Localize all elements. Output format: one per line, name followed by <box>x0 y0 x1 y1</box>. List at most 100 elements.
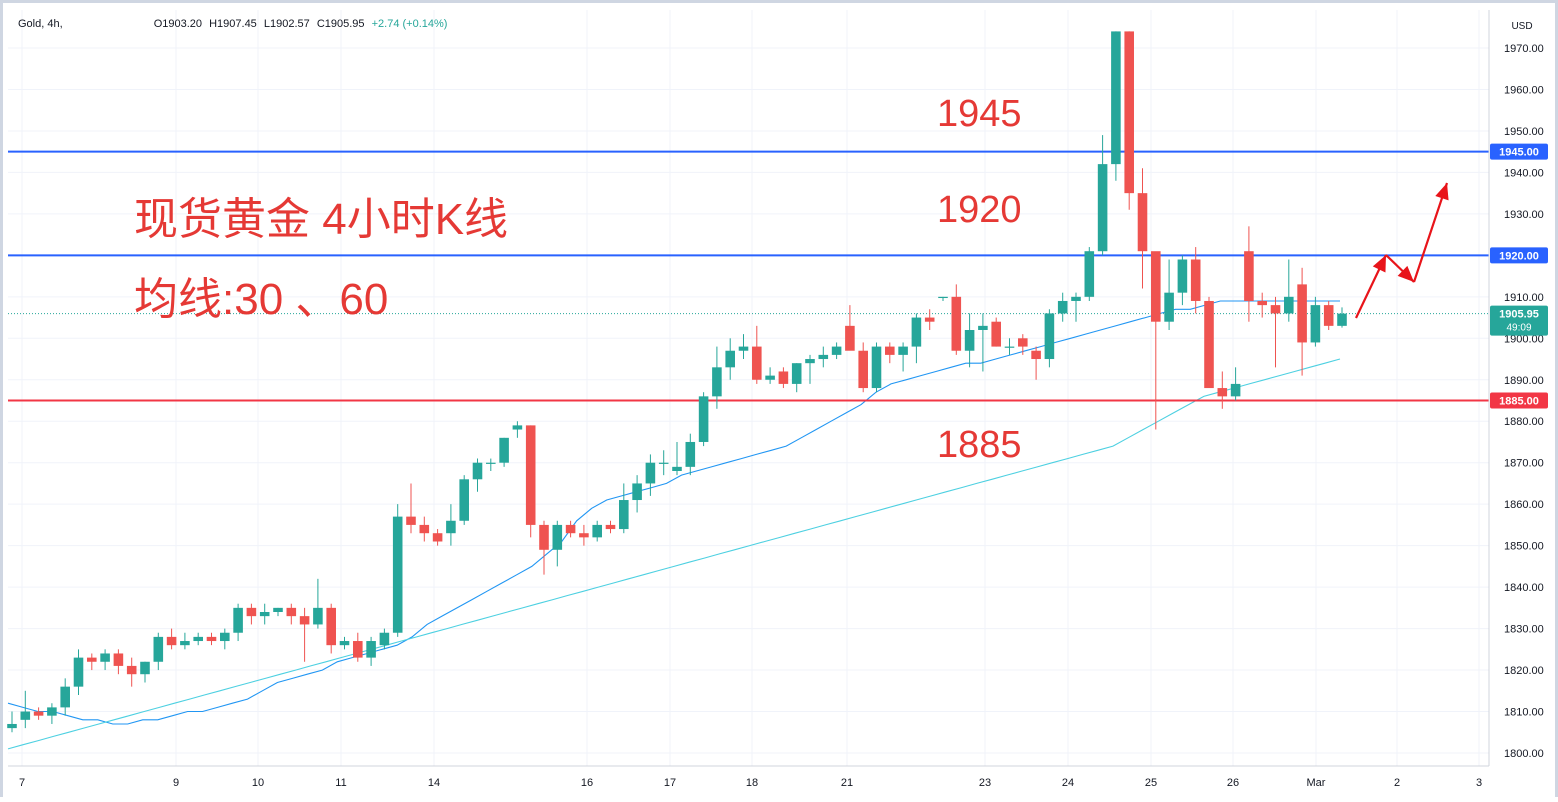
candle <box>978 313 988 372</box>
candle-body <box>1097 164 1108 252</box>
price-tick-label: 1800.00 <box>1504 748 1544 760</box>
frame-top-border <box>0 0 1558 3</box>
time-tick-label: 17 <box>664 777 676 789</box>
candle <box>991 317 1001 347</box>
level-price-tag <box>1490 392 1548 409</box>
level-price-label: 1885.00 <box>1499 396 1539 408</box>
candle-body <box>406 516 416 525</box>
candle-body <box>446 520 456 534</box>
countdown-label: 49:09 <box>1506 323 1531 334</box>
candle-body <box>964 330 975 351</box>
candle-body <box>658 462 669 464</box>
horizontal-lines[interactable] <box>8 150 1489 402</box>
candle <box>1284 259 1294 322</box>
price-tick-label: 1840.00 <box>1504 582 1544 594</box>
candle <box>1097 135 1108 256</box>
candle-body <box>978 325 988 330</box>
candle-body <box>871 346 882 389</box>
candle <box>831 342 842 360</box>
candle-body <box>392 516 403 633</box>
candle-body <box>712 367 722 397</box>
candle-body <box>645 462 656 484</box>
candle <box>632 475 642 513</box>
candle <box>286 603 297 625</box>
candle-body <box>366 641 376 658</box>
candle-body <box>7 723 17 729</box>
candle <box>1124 31 1134 210</box>
candle-body <box>1257 300 1267 306</box>
candle <box>871 342 882 393</box>
candle-body <box>698 396 709 442</box>
candle <box>605 520 616 534</box>
candle-body <box>898 346 908 355</box>
candle <box>898 342 908 372</box>
candle <box>406 483 416 534</box>
candle-body <box>539 524 549 550</box>
candle-body <box>126 665 137 675</box>
candle-body <box>1111 31 1121 165</box>
candle-body <box>286 607 297 617</box>
candle-body <box>140 661 150 675</box>
candle <box>299 607 310 662</box>
time-axis[interactable]: 7 9 10 11 14 16 17 18 21 23 24 25 26 Mar 2 3 <box>8 765 1489 789</box>
time-tick-label: 3 <box>1476 777 1482 789</box>
candle-body <box>1071 296 1081 301</box>
candle <box>512 421 523 438</box>
candle <box>1071 292 1081 322</box>
annotation-level-1885: 1885 <box>937 424 1022 466</box>
candle-body <box>379 632 390 646</box>
candle-body <box>778 371 789 384</box>
forecast-arrows[interactable] <box>1355 182 1449 319</box>
candle-body <box>512 425 523 430</box>
time-tick-label: 18 <box>746 777 758 789</box>
level-price-tag <box>1490 247 1548 264</box>
price-tick-label: 1890.00 <box>1504 375 1544 387</box>
candle-body <box>592 524 602 538</box>
candle <box>432 529 443 546</box>
candle <box>100 649 110 671</box>
symbol-label[interactable]: Gold, 4h, <box>18 18 63 30</box>
candle <box>579 524 589 546</box>
candle <box>392 504 403 637</box>
candle-body <box>1217 388 1228 397</box>
candle-body <box>33 711 44 716</box>
candle-body <box>206 636 217 642</box>
annotation-title-line2: 均线:30 、60 <box>134 275 388 324</box>
last-price-tag <box>1490 305 1548 336</box>
price-tick-label: 1910.00 <box>1504 292 1544 304</box>
candle <box>33 707 44 720</box>
legend-ohlc: Gold, 4h, O1903.20 H1907.45 L1902.57 C19… <box>18 18 451 30</box>
candle <box>911 313 922 364</box>
level-price-label: 1920.00 <box>1499 250 1539 262</box>
candle-body <box>1190 259 1201 301</box>
candle <box>1297 267 1307 376</box>
candle <box>233 603 243 642</box>
candle <box>459 475 469 525</box>
candle-body <box>1337 313 1347 326</box>
candle-body <box>938 296 948 299</box>
candle <box>658 450 669 476</box>
candle-body <box>752 346 762 380</box>
candle <box>885 342 895 364</box>
candle-body <box>73 657 84 687</box>
high-value: H1907.45 <box>209 18 257 30</box>
candle <box>738 334 749 360</box>
candle-body <box>685 441 696 467</box>
candle-body <box>1323 305 1334 326</box>
candle <box>273 607 283 617</box>
frame-left-border <box>0 0 3 797</box>
candle-body <box>180 641 190 646</box>
candle-body <box>353 641 363 658</box>
candle-body <box>233 607 243 633</box>
candle <box>725 338 735 380</box>
candle-body <box>1164 292 1174 322</box>
candle <box>1190 247 1201 314</box>
candle-body <box>113 653 124 666</box>
price-tick-label: 1850.00 <box>1504 541 1544 553</box>
time-tick-label: 7 <box>19 777 25 789</box>
candle <box>592 520 602 542</box>
candle-body <box>805 359 815 364</box>
candle <box>1044 309 1055 368</box>
